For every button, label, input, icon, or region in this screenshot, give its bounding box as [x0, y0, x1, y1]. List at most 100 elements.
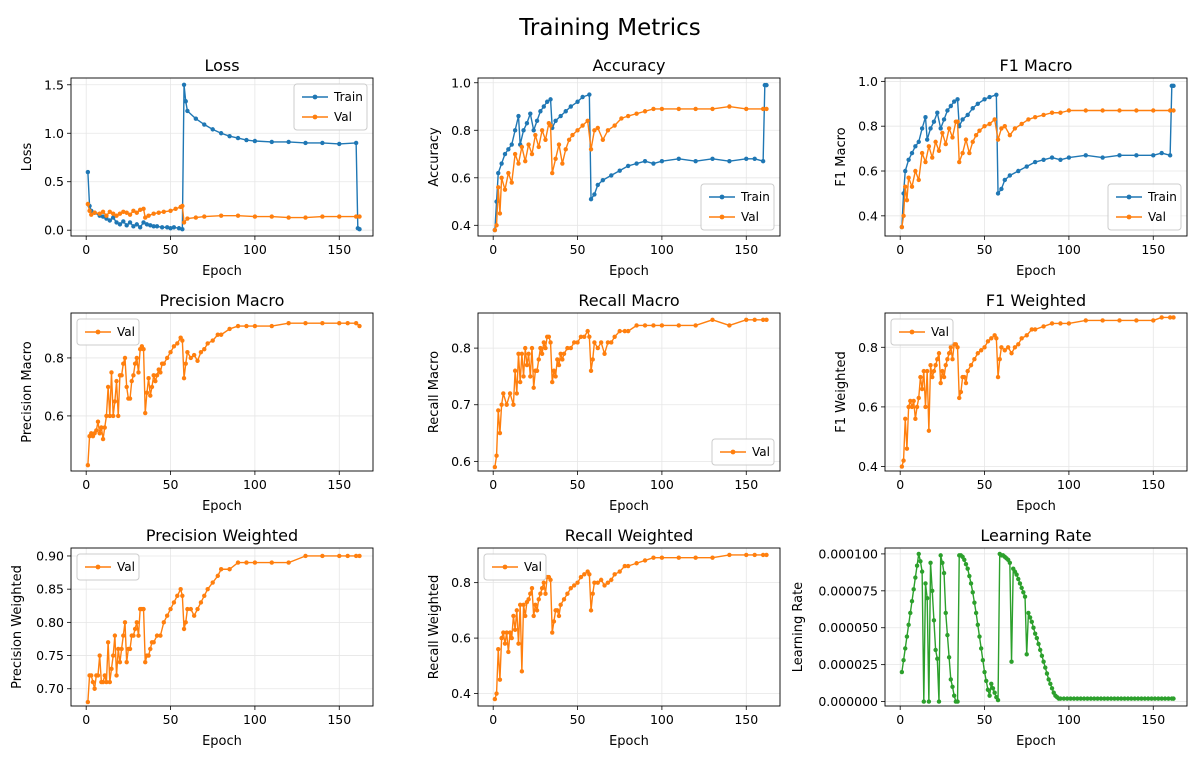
panel-title: Recall Weighted: [565, 526, 694, 545]
data-point: [556, 613, 562, 619]
data-point: [1002, 348, 1007, 353]
data-point: [104, 413, 109, 419]
data-point: [198, 349, 204, 355]
data-point: [926, 428, 932, 433]
data-point: [501, 391, 506, 396]
data-point: [353, 140, 359, 146]
data-point: [995, 697, 1001, 703]
data-point: [105, 640, 111, 645]
data-point: [159, 225, 165, 230]
data-point: [124, 210, 129, 215]
data-point: [110, 211, 116, 216]
data-point: [252, 323, 258, 329]
data-point: [955, 699, 960, 704]
data-point: [116, 413, 121, 419]
y-tick-label: 0.7: [451, 397, 471, 412]
data-point: [501, 630, 506, 635]
data-point: [933, 362, 938, 368]
data-point: [940, 130, 945, 136]
data-point: [183, 99, 188, 104]
axes-frame: [70, 312, 374, 472]
data-point: [104, 213, 109, 218]
data-point: [651, 555, 656, 560]
data-point: [107, 413, 113, 419]
legend-box: [293, 83, 368, 131]
data-point: [588, 196, 594, 202]
data-point: [919, 150, 925, 156]
data-point: [962, 557, 967, 563]
data-point: [193, 116, 199, 121]
data-point: [612, 334, 617, 339]
data-point: [600, 137, 606, 142]
x-tick-label: 0: [82, 242, 90, 257]
data-point: [175, 341, 180, 346]
axes-frame: [477, 547, 781, 707]
data-point: [87, 208, 92, 213]
data-point: [492, 696, 498, 702]
data-point: [205, 341, 210, 346]
data-point: [550, 379, 555, 385]
data-point: [933, 139, 938, 145]
panel-title: Recall Macro: [578, 291, 679, 310]
data-point: [536, 144, 541, 150]
data-point: [914, 563, 920, 568]
data-point: [904, 634, 910, 639]
data-point: [1029, 619, 1034, 625]
data-point: [622, 328, 627, 334]
series-val: [492, 104, 769, 233]
data-point: [95, 673, 101, 678]
data-point: [760, 106, 766, 112]
data-point: [972, 357, 977, 362]
series-val: [492, 317, 769, 470]
data-point: [916, 139, 921, 145]
data-point: [546, 334, 552, 339]
data-point: [357, 323, 362, 329]
data-point: [151, 224, 156, 229]
data-point: [923, 115, 928, 120]
data-point: [960, 150, 965, 156]
data-point: [134, 620, 139, 625]
data-point: [1007, 132, 1013, 138]
data-point: [587, 572, 592, 577]
data-point: [509, 180, 514, 185]
y-tick-label: 0.8: [44, 350, 64, 365]
data-point: [580, 123, 585, 128]
data-point: [984, 678, 989, 684]
x-tick-label: 150: [327, 712, 351, 727]
legend-marker: [1126, 214, 1132, 220]
data-point: [997, 357, 1002, 362]
data-point: [1012, 345, 1018, 350]
data-point: [1019, 585, 1024, 591]
legend: Train Val: [700, 183, 775, 231]
data-point: [992, 690, 997, 695]
data-point: [141, 220, 146, 225]
data-point: [1014, 572, 1019, 577]
data-point: [585, 118, 590, 123]
data-point: [536, 357, 541, 362]
data-point: [764, 106, 769, 112]
data-point: [168, 606, 173, 612]
data-point: [538, 109, 543, 114]
data-point: [556, 142, 562, 147]
data-point: [1071, 696, 1077, 701]
data-point: [901, 458, 906, 463]
data-point: [903, 646, 908, 651]
legend-marker: [502, 564, 508, 570]
legend-label: Train: [740, 190, 770, 204]
data-point: [946, 126, 952, 131]
data-point: [357, 214, 362, 219]
data-point: [1078, 696, 1083, 701]
data-point: [1066, 155, 1072, 160]
data-point: [100, 436, 106, 442]
data-point: [930, 374, 935, 380]
data-point: [945, 357, 950, 362]
data-point: [107, 218, 113, 223]
y-tick-label: 0.000075: [818, 583, 878, 598]
data-point: [909, 404, 915, 410]
data-point: [92, 210, 97, 215]
data-point: [183, 361, 188, 366]
data-point: [1068, 696, 1073, 701]
data-point: [617, 569, 622, 574]
figure-title: Training Metrics: [518, 15, 701, 41]
data-point: [919, 569, 925, 574]
